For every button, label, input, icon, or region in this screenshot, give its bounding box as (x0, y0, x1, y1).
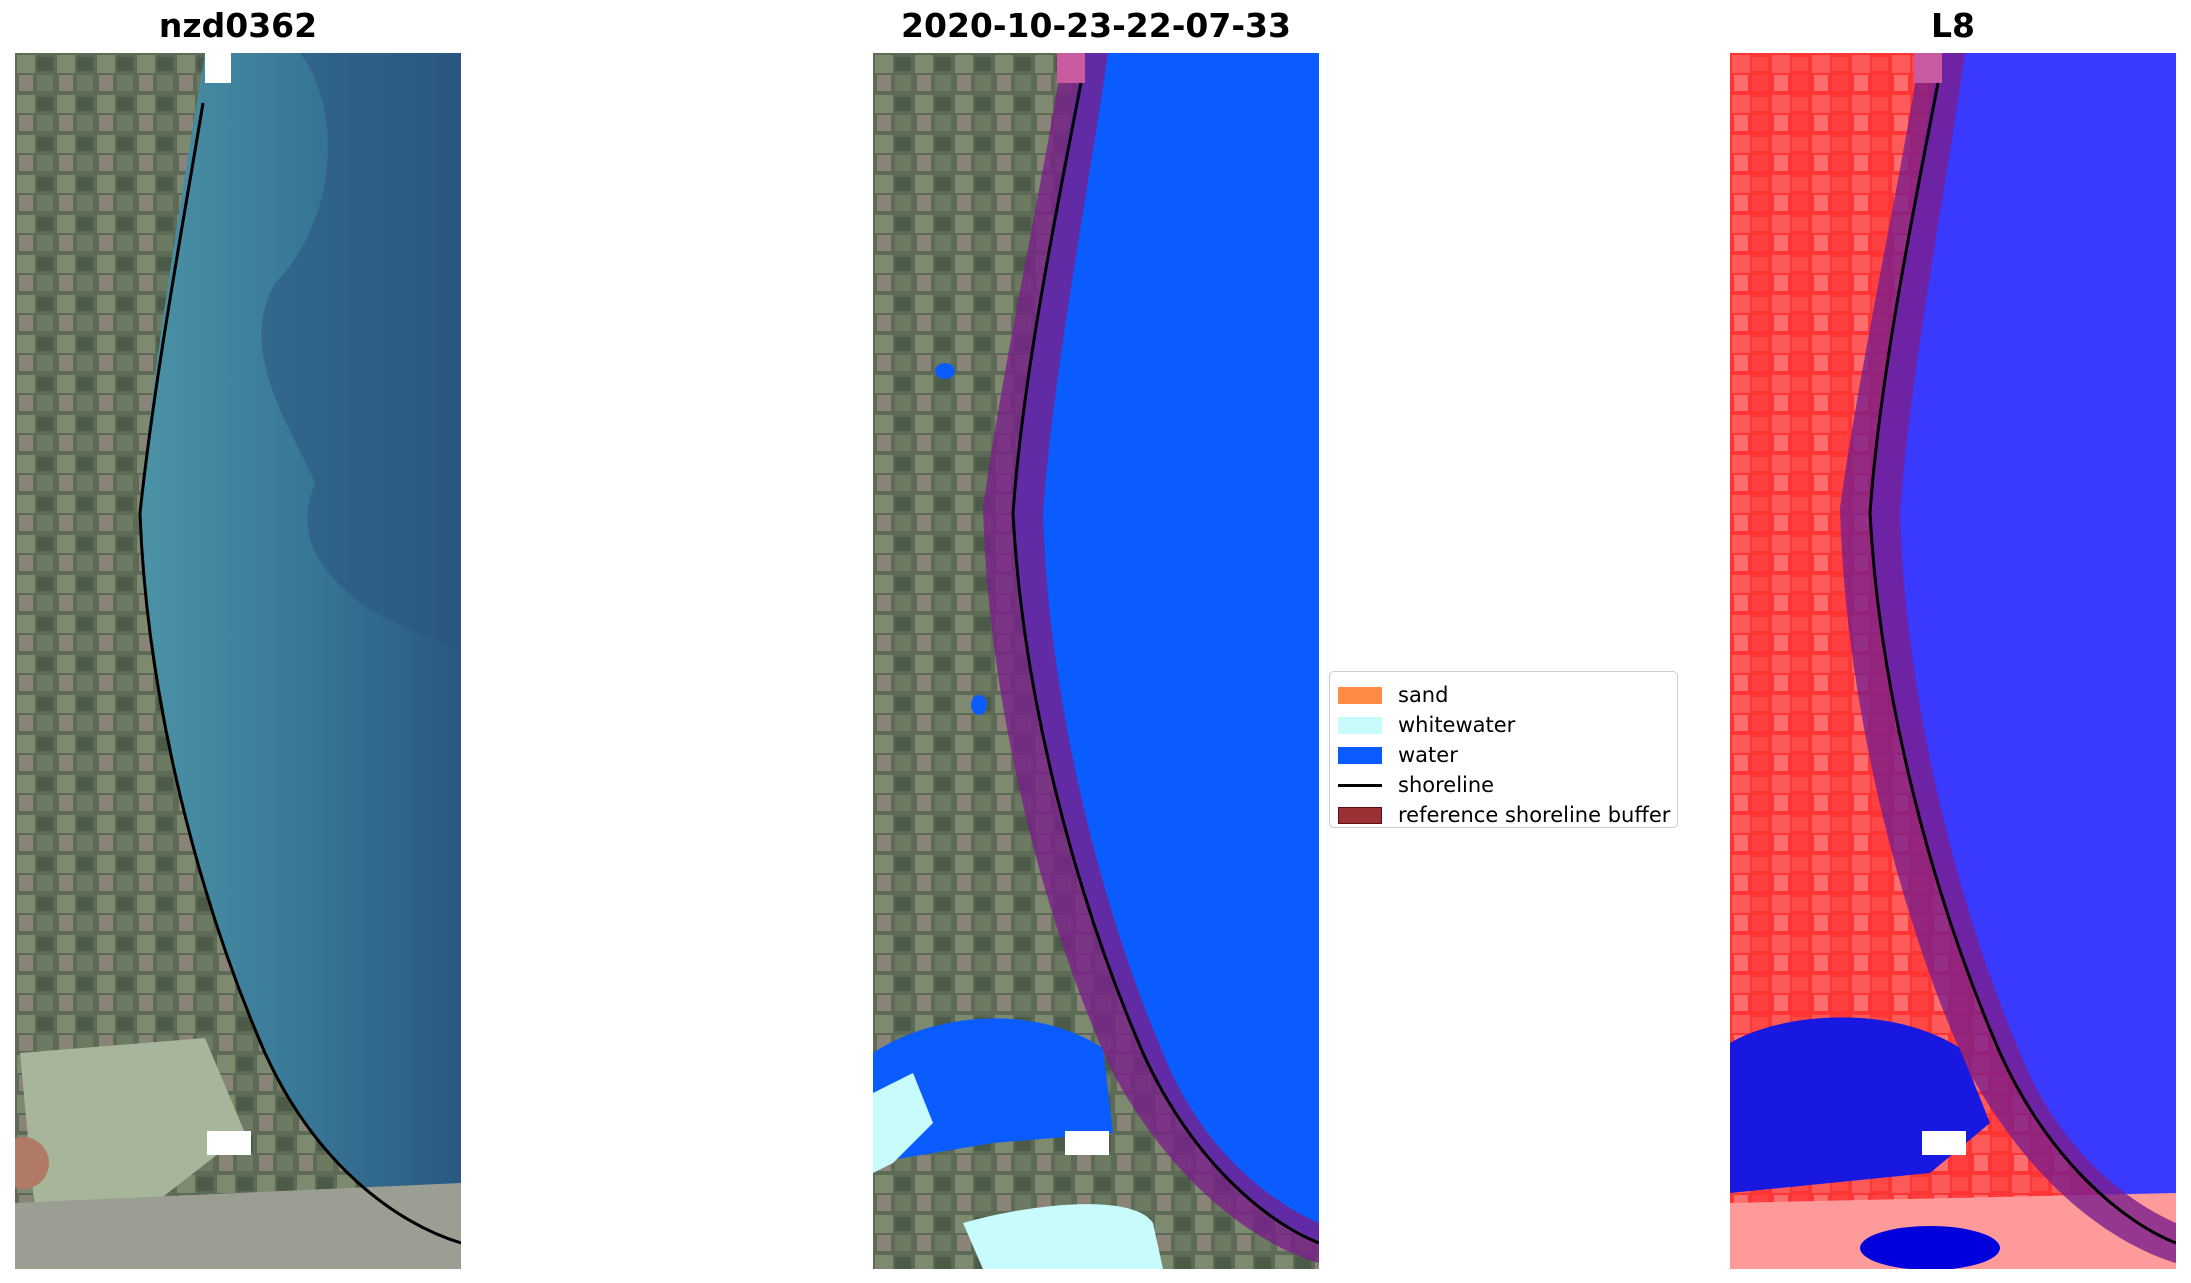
legend-label: water (1398, 743, 1458, 767)
buffer-top-patch (1914, 53, 1942, 83)
legend-label: sand (1398, 683, 1449, 707)
whitewater-class-ponds (873, 1073, 933, 1173)
buffer-swatch (1338, 806, 1382, 824)
panel-title-rgb: nzd0362 (158, 6, 318, 45)
panel-title-classified: 2020-10-23-22-07-33 (901, 6, 1291, 45)
legend-label: whitewater (1398, 713, 1516, 737)
nodata-patch-bottom (1065, 1131, 1109, 1155)
water-class-lake (935, 363, 955, 379)
classified-image (873, 53, 1319, 1269)
shoreline-line-swatch (1338, 783, 1382, 787)
tidal-channel (1860, 1226, 2000, 1269)
reference-shoreline-buffer (1840, 53, 2176, 1263)
panel-title-swir: L8 (1931, 6, 1975, 45)
nodata-patch-bottom (207, 1131, 251, 1155)
legend-item-whitewater: whitewater (1338, 710, 1515, 740)
shoreline (1868, 82, 2176, 1245)
salt-ponds (20, 1038, 245, 1213)
water-swatch (1338, 746, 1382, 764)
legend-item-shoreline: shoreline (1338, 770, 1494, 800)
classified-image-panel (873, 53, 1319, 1269)
legend-item-buffer: reference shoreline buffer (1338, 800, 1670, 830)
shoreline (138, 102, 461, 1245)
whitewater-class-flats (963, 1204, 1163, 1269)
nodata-patch-bottom (1922, 1131, 1966, 1155)
water-class-lake (971, 695, 987, 715)
legend-label: reference shoreline buffer (1398, 803, 1671, 827)
legend-item-sand: sand (1338, 680, 1448, 710)
buffer-top-patch (1057, 53, 1085, 83)
nodata-patch-top (205, 53, 231, 83)
water-class-sea (1013, 53, 1319, 1243)
pond-red (15, 1137, 49, 1189)
swir-image-panel (1730, 53, 2176, 1269)
rgb-image (15, 53, 461, 1269)
shoreline (1011, 82, 1319, 1245)
swir-image (1730, 53, 2176, 1269)
legend-item-water: water (1338, 740, 1458, 770)
legend-label: shoreline (1398, 773, 1495, 797)
legend: sand whitewater water shoreline referenc… (1329, 671, 1678, 828)
reference-shoreline-buffer (983, 53, 1319, 1263)
rgb-image-panel (15, 53, 461, 1269)
whitewater-swatch (1338, 716, 1382, 734)
mudflats (15, 1183, 461, 1269)
water-area (1870, 53, 2176, 1243)
water-class-ponds (873, 1018, 1113, 1163)
sand-swatch (1338, 686, 1382, 704)
deep-water-area (261, 53, 461, 653)
